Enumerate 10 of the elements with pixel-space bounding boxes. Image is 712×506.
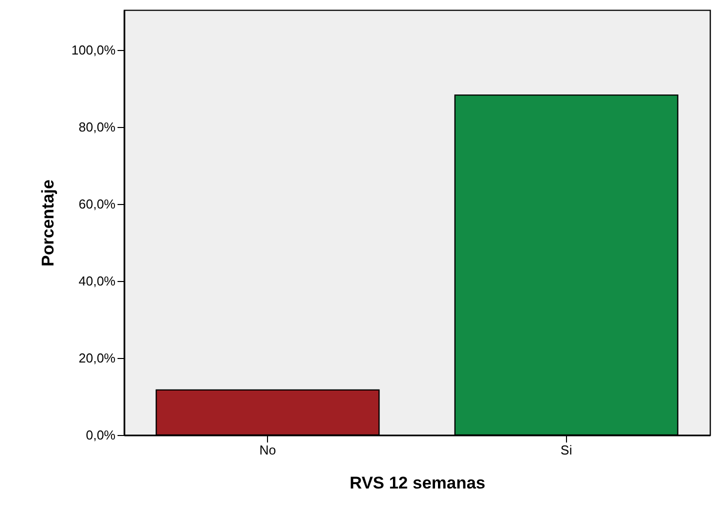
- x-tick-label: No: [259, 442, 276, 458]
- y-axis-title: Porcentaje: [38, 180, 58, 266]
- y-tick-label: 80,0%: [78, 120, 116, 135]
- y-tick-label: 100,0%: [71, 42, 116, 58]
- y-tick-label: 20,0%: [78, 350, 116, 366]
- x-axis-title: RVS 12 semanas: [350, 474, 486, 492]
- y-tick-label: 0,0%: [86, 428, 116, 442]
- y-tick-label: 40,0%: [78, 274, 116, 289]
- x-tick-label: Si: [560, 442, 572, 458]
- y-tick-label: 60,0%: [78, 196, 116, 212]
